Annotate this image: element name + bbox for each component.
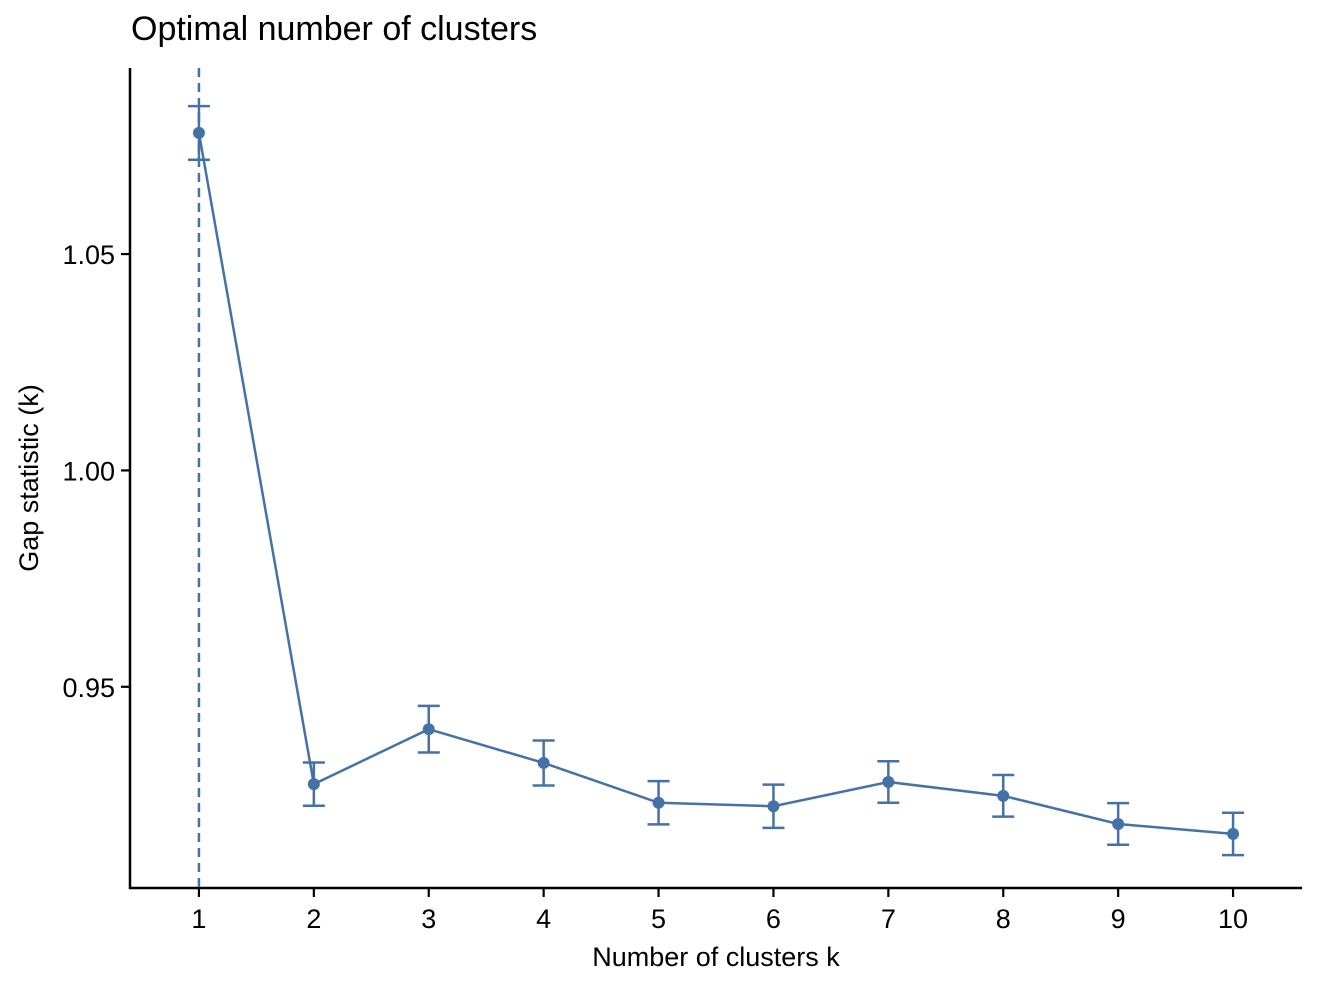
x-tick-label: 10: [1218, 904, 1248, 934]
x-tick-label: 4: [536, 904, 551, 934]
y-tick-label: 0.95: [62, 673, 115, 703]
axes: [128, 68, 1302, 890]
x-axis-title: Number of clusters k: [592, 942, 840, 972]
x-tick-label: 3: [421, 904, 436, 934]
data-point: [537, 756, 550, 769]
data-point: [307, 778, 320, 791]
y-tick-label: 1.05: [62, 240, 115, 270]
x-tick-label: 1: [191, 904, 206, 934]
x-tick-label: 9: [1111, 904, 1126, 934]
data-point: [882, 775, 895, 788]
series-line: [197, 132, 1234, 836]
data-point: [997, 789, 1010, 802]
data-point: [1227, 827, 1240, 840]
data-point: [1112, 817, 1125, 830]
data-point: [422, 723, 435, 736]
x-tick-label: 8: [996, 904, 1011, 934]
marks: [187, 68, 1245, 888]
x-tick-label: 6: [766, 904, 781, 934]
data-point: [767, 800, 780, 813]
y-axis-title: Gap statistic (k): [14, 384, 44, 572]
ticks: 1 2 3 4 5 6 7 8 9 10 0.95 1.00 1.05: [62, 240, 1248, 934]
x-tick-label: 5: [651, 904, 666, 934]
chart-title: Optimal number of clusters: [131, 10, 538, 48]
x-tick-label: 7: [881, 904, 896, 934]
x-tick-label: 2: [306, 904, 321, 934]
y-tick-label: 1.00: [62, 456, 115, 486]
data-point: [192, 126, 205, 139]
data-point: [652, 796, 665, 809]
